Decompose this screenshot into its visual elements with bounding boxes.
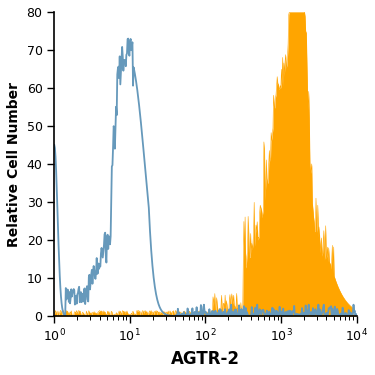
Y-axis label: Relative Cell Number: Relative Cell Number [7,81,21,246]
X-axis label: AGTR-2: AGTR-2 [171,350,240,368]
